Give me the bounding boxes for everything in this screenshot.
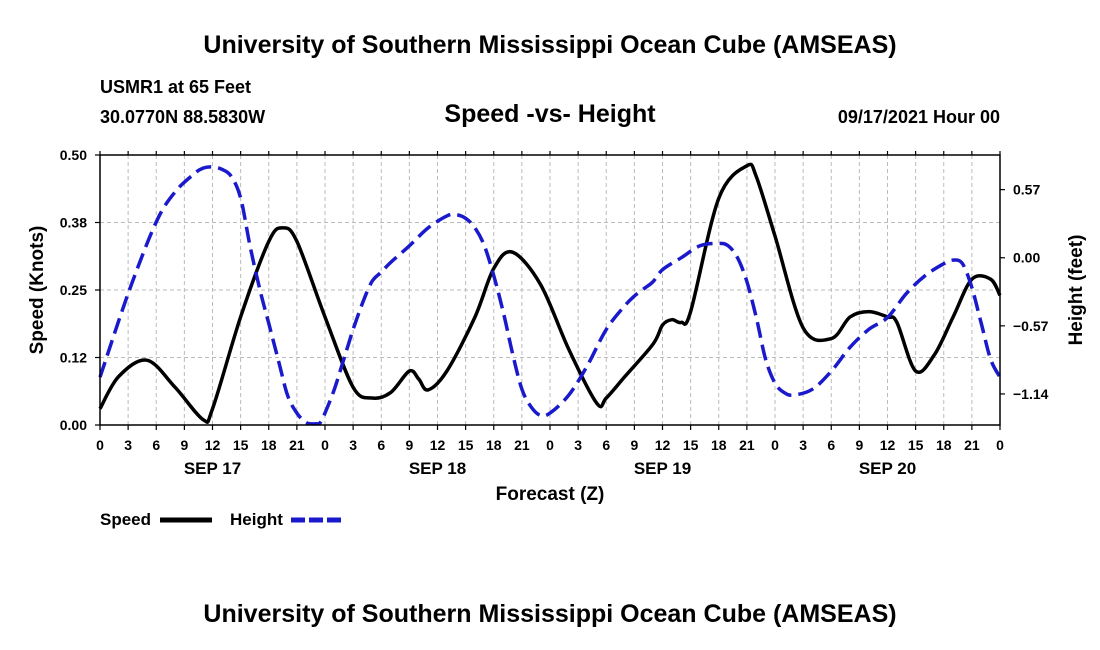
axes: [95, 151, 1005, 430]
x-day-label: SEP 18: [409, 459, 466, 478]
x-tick-label: 0: [321, 437, 329, 453]
x-tick-label: 6: [152, 437, 160, 453]
x-tick-label: 12: [655, 437, 671, 453]
y-tick-label: 0.00: [60, 417, 87, 433]
x-tick-label: 9: [855, 437, 863, 453]
y-tick-label: 0.25: [60, 282, 87, 298]
y2-tick-label: 0.00: [1013, 250, 1040, 266]
x-tick-label: 3: [799, 437, 807, 453]
x-tick-label: 9: [405, 437, 413, 453]
x-tick-label: 0: [96, 437, 104, 453]
x-tick-label: 6: [827, 437, 835, 453]
x-tick-label: 12: [430, 437, 446, 453]
x-tick-label: 15: [458, 437, 474, 453]
x-day-label: SEP 19: [634, 459, 691, 478]
series-layer: [98, 162, 1002, 426]
legend-label-speed: Speed: [100, 510, 151, 529]
x-tick-label: 12: [205, 437, 221, 453]
x-tick-label: 3: [574, 437, 582, 453]
y2-tick-label: −1.14: [1013, 386, 1049, 402]
x-tick-label: 15: [908, 437, 924, 453]
axis-labels: 0 3 6 9 12 15 18 21 0 3 6 9 12 15 18 21 0 3 6 9 12 15 18 21 0 3 6 9…: [27, 147, 1087, 505]
station-label: USMR1 at 65 Feet: [100, 77, 252, 97]
y-tick-label: 0.50: [60, 147, 87, 163]
x-tick-label: 12: [880, 437, 896, 453]
x-tick-label: 21: [739, 437, 755, 453]
x-tick-label: 9: [630, 437, 638, 453]
y-tick-label: 0.12: [60, 350, 87, 366]
page-title: University of Southern Mississippi Ocean…: [203, 31, 897, 59]
x-tick-label: 21: [964, 437, 980, 453]
y2-tick-label: 0.57: [1013, 182, 1040, 198]
chart-title: Speed -vs- Height: [444, 100, 656, 128]
x-tick-label: 0: [996, 437, 1004, 453]
x-tick-label: 0: [771, 437, 779, 453]
y2-tick-label: −0.57: [1013, 318, 1049, 334]
x-tick-label: 18: [936, 437, 952, 453]
series-line-height: [98, 165, 1002, 426]
legend-label-height: Height: [230, 510, 283, 529]
x-tick-label: 15: [233, 437, 249, 453]
x-tick-label: 6: [377, 437, 385, 453]
x-tick-label: 18: [486, 437, 502, 453]
y-axis-title: Speed (Knots): [27, 226, 48, 355]
x-tick-label: 21: [289, 437, 305, 453]
x-tick-label: 15: [683, 437, 699, 453]
y2-axis-title: Height (feet): [1066, 235, 1087, 346]
x-tick-label: 21: [514, 437, 530, 453]
series-line-speed: [98, 162, 1002, 425]
coordinates-label: 30.0770N 88.5830W: [100, 107, 266, 127]
x-tick-label: 0: [546, 437, 554, 453]
y-tick-label: 0.38: [60, 215, 87, 231]
x-tick-label: 18: [261, 437, 277, 453]
x-tick-label: 6: [602, 437, 610, 453]
x-tick-label: 9: [180, 437, 188, 453]
legend: Speed Height: [100, 510, 343, 529]
x-tick-label: 3: [349, 437, 357, 453]
x-day-label: SEP 17: [184, 459, 241, 478]
x-tick-label: 18: [711, 437, 727, 453]
x-day-label: SEP 20: [859, 459, 916, 478]
x-tick-label: 3: [124, 437, 132, 453]
date-label: 09/17/2021 Hour 00: [837, 107, 1000, 127]
footer-title: University of Southern Mississippi Ocean…: [203, 600, 897, 628]
x-axis-title: Forecast (Z): [496, 484, 605, 505]
grid: [99, 154, 1001, 426]
